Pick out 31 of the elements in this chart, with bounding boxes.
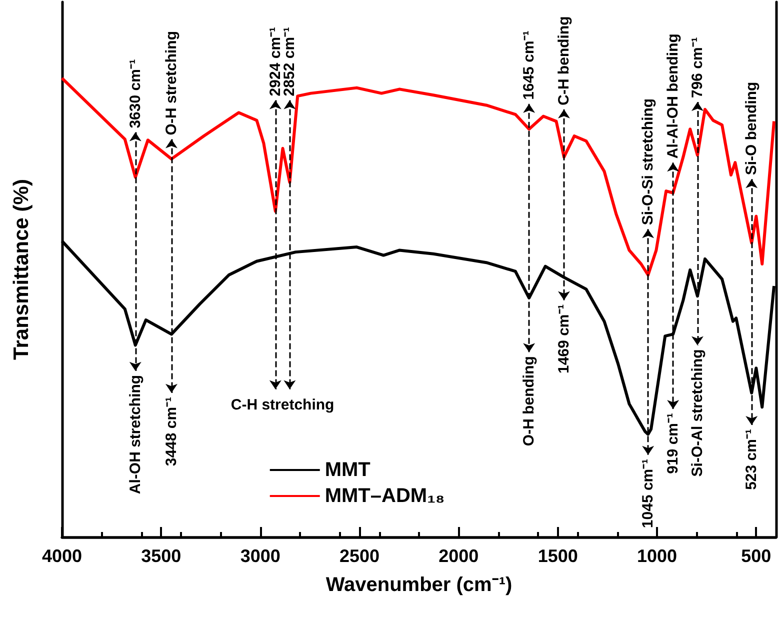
annotation: 2924 cm⁻¹ bbox=[266, 26, 284, 96]
annotation: C-H stretching bbox=[230, 396, 334, 414]
annotation: 919 cm⁻¹ bbox=[664, 412, 682, 474]
x-tick-label: 1000 bbox=[636, 546, 678, 566]
annotation: O-H stretching bbox=[162, 31, 180, 136]
annotation: Al-OH stretching bbox=[126, 374, 144, 494]
x-tick-label: 2000 bbox=[438, 546, 479, 566]
annotation: Si-O bending bbox=[743, 82, 760, 176]
annotation: 3448 cm⁻¹ bbox=[162, 396, 180, 466]
annotation: 2852 cm⁻¹ bbox=[281, 26, 298, 96]
annotation: 1469 cm⁻¹ bbox=[555, 304, 572, 374]
annotation: Si-O-Al stretching bbox=[688, 349, 706, 477]
x-tick-label: 500 bbox=[741, 546, 772, 566]
annotation: C-H bending bbox=[555, 16, 572, 106]
x-tick-label: 2500 bbox=[339, 546, 380, 566]
annotation: O-H bending bbox=[520, 356, 538, 446]
y-axis-title: Transmittance (%) bbox=[10, 179, 33, 360]
legend-label: MMT bbox=[324, 459, 370, 481]
legend-label: MMT–ADM₁₈ bbox=[324, 485, 445, 507]
annotation: 523 cm⁻¹ bbox=[743, 429, 760, 490]
annotation: Si-O-Si stretching bbox=[640, 98, 657, 226]
annotation: 3630 cm⁻¹ bbox=[126, 59, 144, 128]
x-tick-label: 1500 bbox=[538, 546, 578, 566]
annotation: Al-Al-OH bending bbox=[664, 34, 682, 159]
annotation: 1045 cm⁻¹ bbox=[640, 458, 657, 528]
annotation: 796 cm⁻¹ bbox=[688, 37, 706, 98]
x-tick-label: 4000 bbox=[42, 546, 82, 566]
annotation: 1645 cm⁻¹ bbox=[520, 30, 538, 100]
x-tick-label: 3000 bbox=[240, 546, 280, 566]
x-axis-title: Wavenumber (cm⁻¹) bbox=[326, 574, 512, 596]
x-tick-label: 3500 bbox=[141, 546, 182, 566]
